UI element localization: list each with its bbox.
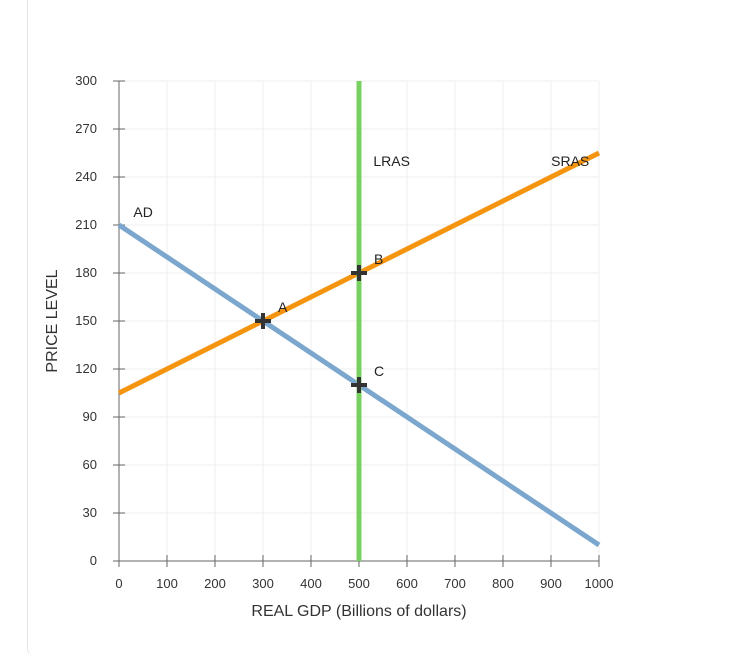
lras-label: LRAS	[373, 153, 410, 169]
point-marker-a	[255, 313, 271, 329]
x-tick-label: 1000	[585, 576, 614, 591]
point-marker-c	[351, 377, 367, 393]
x-tick-label: 300	[252, 576, 274, 591]
point-marker-b	[351, 265, 367, 281]
y-tick-label: 30	[83, 505, 97, 520]
axes: 0 100 200 300 400 500 600 700 800 900 1000 0 30 60 90 1…	[75, 73, 613, 591]
y-tick-label: 300	[75, 73, 97, 88]
chart-panel	[27, 0, 749, 655]
y-tick-label: 60	[83, 457, 97, 472]
x-tick-label: 0	[115, 576, 122, 591]
y-tick-label: 180	[75, 265, 97, 280]
x-tick-label: 900	[540, 576, 562, 591]
x-tick-label: 600	[396, 576, 418, 591]
y-tick-label: 120	[75, 361, 97, 376]
x-tick-label: 400	[300, 576, 322, 591]
points: AD SRAS LRAS A B C	[133, 153, 589, 393]
sras-label: SRAS	[551, 153, 589, 169]
y-tick-label: 270	[75, 121, 97, 136]
point-label-b: B	[374, 251, 383, 267]
point-label-a: A	[278, 299, 288, 315]
x-tick-label: 800	[492, 576, 514, 591]
y-tick-label: 150	[75, 313, 97, 328]
x-tick-label: 200	[204, 576, 226, 591]
y-tick-label: 90	[83, 409, 97, 424]
x-tick-label: 700	[444, 576, 466, 591]
x-tick-label: 100	[156, 576, 178, 591]
y-tick-label: 0	[90, 553, 97, 568]
y-tick-label: 210	[75, 217, 97, 232]
x-tick-label: 500	[348, 576, 370, 591]
x-axis-title: REAL GDP (Billions of dollars)	[251, 603, 466, 620]
y-axis-title: PRICE LEVEL	[44, 269, 61, 372]
y-tick-label: 240	[75, 169, 97, 184]
point-label-c: C	[374, 363, 384, 379]
ad-label: AD	[133, 204, 152, 220]
